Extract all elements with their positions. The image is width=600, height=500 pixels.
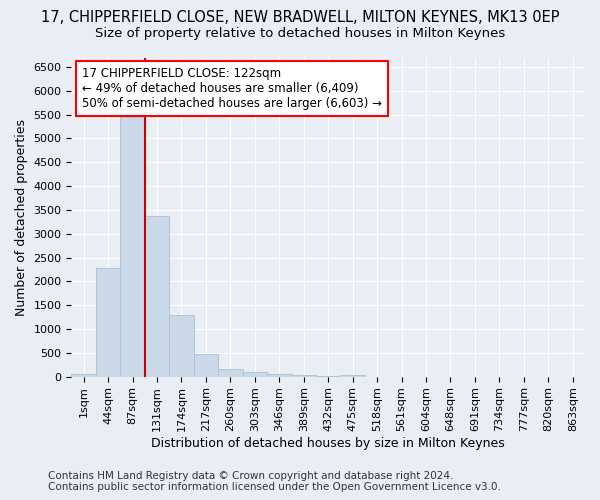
Text: 17 CHIPPERFIELD CLOSE: 122sqm
← 49% of detached houses are smaller (6,409)
50% o: 17 CHIPPERFIELD CLOSE: 122sqm ← 49% of d… [82, 67, 382, 110]
Bar [340, 374, 365, 376]
Bar [292, 375, 316, 376]
Bar [71, 374, 96, 376]
Text: Contains HM Land Registry data © Crown copyright and database right 2024.
Contai: Contains HM Land Registry data © Crown c… [48, 471, 501, 492]
Bar [145, 216, 169, 376]
Bar [121, 117, 145, 376]
Bar [267, 374, 292, 376]
X-axis label: Distribution of detached houses by size in Milton Keynes: Distribution of detached houses by size … [151, 437, 505, 450]
Text: 17, CHIPPERFIELD CLOSE, NEW BRADWELL, MILTON KEYNES, MK13 0EP: 17, CHIPPERFIELD CLOSE, NEW BRADWELL, MI… [41, 10, 559, 25]
Bar [169, 315, 194, 376]
Bar [96, 268, 121, 376]
Bar [218, 369, 242, 376]
Text: Size of property relative to detached houses in Milton Keynes: Size of property relative to detached ho… [95, 28, 505, 40]
Bar [242, 372, 267, 376]
Bar [194, 354, 218, 376]
Y-axis label: Number of detached properties: Number of detached properties [15, 118, 28, 316]
